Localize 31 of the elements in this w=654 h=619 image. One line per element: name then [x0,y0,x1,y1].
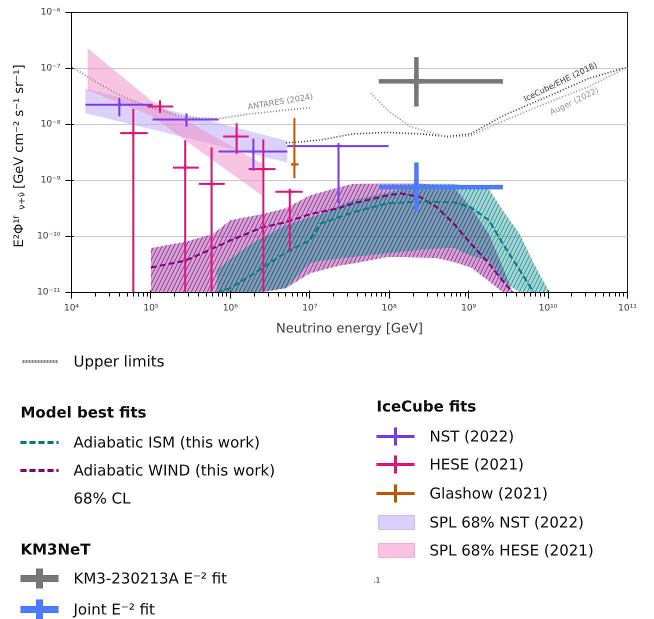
text: Model best fits [20,404,147,422]
y-tick-label: 10⁻⁷ [40,64,61,74]
legend-label: KM3-230213A E⁻² fit [74,570,228,588]
legend-label: SPL 68% NST (2022) [430,514,584,532]
x-tick-label: 10¹⁰ [538,304,558,314]
text: ANTARES (2024) [247,92,314,112]
legend-label: SPL 68% HESE (2021) [430,542,594,560]
legend-label: Joint E⁻² fit [72,600,156,618]
y-tick-label: 10⁻¹¹ [37,288,61,298]
x-tick-label: 10¹¹ [618,304,638,314]
x-tick-label: 10⁷ [302,304,318,314]
text: KM3NeT [20,540,92,558]
y-tick-label: 10⁻⁹ [40,176,61,186]
legend-label: HESE (2021) [430,456,524,474]
legend-label: Adiabatic ISM (this work) [74,434,260,452]
y-tick-label: 10⁻⁸ [40,120,61,130]
x-axis-title: Neutrino energy [GeV] [276,322,423,336]
y-tick-label: 10⁻¹⁰ [37,232,61,242]
x-tick-label: 10⁵ [143,304,159,314]
legend-label: NST (2022) [430,428,514,446]
text: 68% CL [74,490,132,508]
text: IceCube fits [376,398,476,416]
legend-label: Adiabatic WIND (this work) [74,462,276,480]
x-tick-label: 10⁴ [64,304,80,314]
legend-label: Glashow (2021) [430,484,548,502]
y-axis-title: E²Φ¹ᶠν+ν̄ [GeV cm⁻² s⁻¹ sr⁻¹] [12,64,28,248]
y-tick-label: 10⁻⁶ [40,8,61,18]
text: Upper limits [74,352,165,370]
x-tick-label: 10⁸ [382,304,398,314]
x-tick-label: 10⁹ [461,304,477,314]
x-tick-label: 10⁶ [222,304,238,314]
